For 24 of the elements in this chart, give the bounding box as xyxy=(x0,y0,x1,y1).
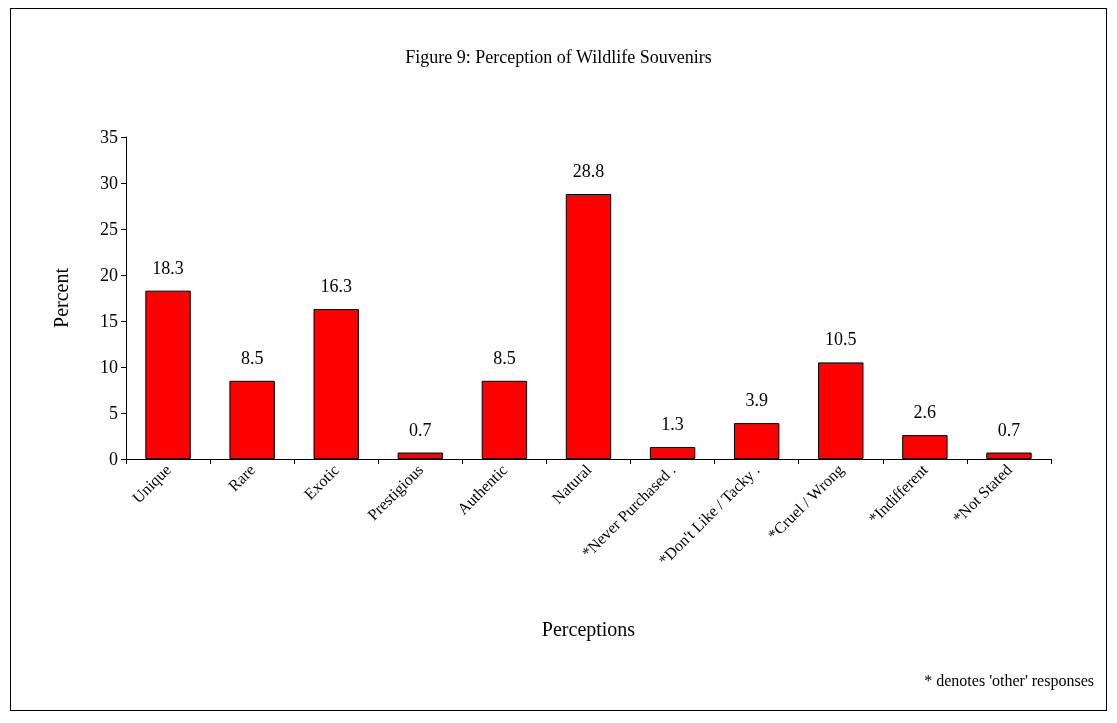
y-axis-title: Percent xyxy=(50,267,72,328)
chart-title: Figure 9: Perception of Wildlife Souvenirs xyxy=(405,47,712,67)
y-tick-label: 25 xyxy=(100,219,118,239)
y-tick-label: 10 xyxy=(100,357,118,377)
x-tick-label: Rare xyxy=(224,460,259,495)
y-tick-label: 30 xyxy=(100,173,118,193)
y-tick-label: 20 xyxy=(100,265,118,285)
data-label: 0.7 xyxy=(409,419,432,440)
text: * denotes 'other' responses xyxy=(924,671,1095,690)
x-axis-title: Perceptions xyxy=(541,618,636,641)
y-tick-label: 15 xyxy=(100,311,118,331)
data-label: 1.3 xyxy=(661,414,684,435)
data-label: 2.6 xyxy=(913,402,937,423)
data-label: 18.3 xyxy=(152,257,184,278)
data-label: 8.5 xyxy=(240,347,264,368)
y-tick-label: 0 xyxy=(109,449,118,469)
data-label: 16.3 xyxy=(320,276,352,297)
data-label: 3.9 xyxy=(745,390,768,411)
y-tick-label: 5 xyxy=(109,403,118,423)
data-label: 28.8 xyxy=(572,161,605,182)
data-label: 10.5 xyxy=(825,329,857,350)
data-label: 8.5 xyxy=(493,347,516,368)
y-tick-label: 35 xyxy=(100,127,118,147)
data-label: 0.7 xyxy=(997,419,1021,440)
